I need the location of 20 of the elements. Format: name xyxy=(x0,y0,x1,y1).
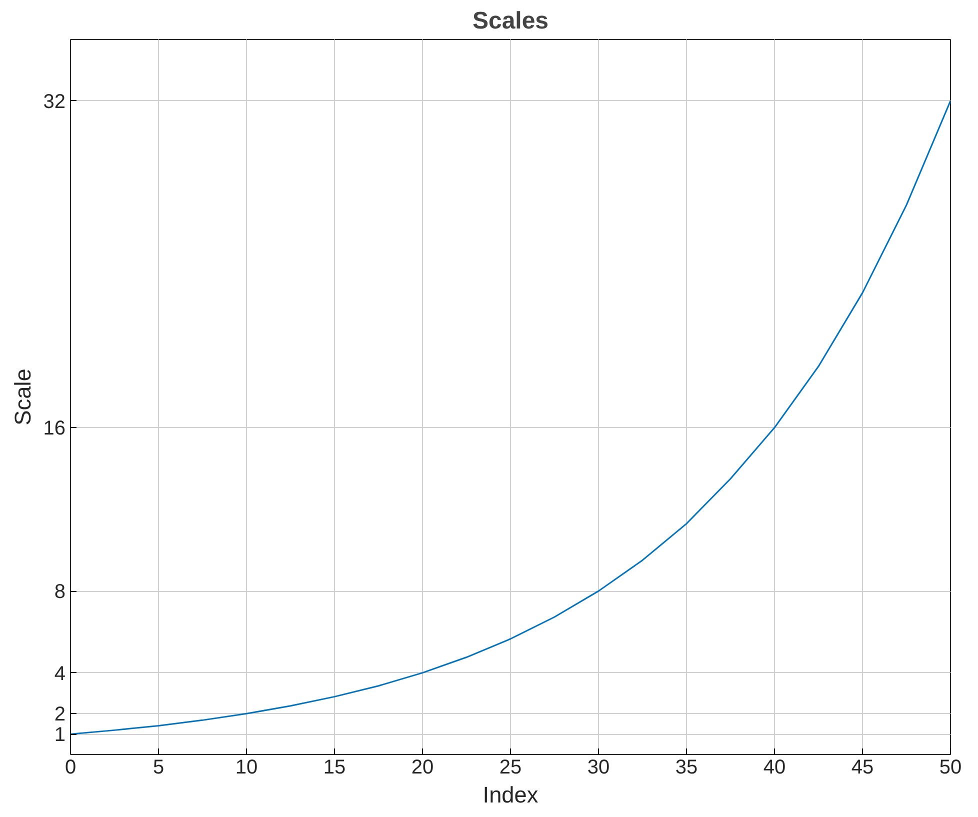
x-tick-label: 50 xyxy=(939,756,962,778)
x-tick-label: 45 xyxy=(851,756,874,778)
y-tick-label: 16 xyxy=(43,418,66,440)
x-tick-label: 35 xyxy=(675,756,698,778)
x-tick-label: 25 xyxy=(499,756,522,778)
y-tick-label: 4 xyxy=(54,662,66,685)
y-tick-label: 32 xyxy=(43,90,66,113)
x-tick-label: 20 xyxy=(411,756,434,778)
y-tick-label: 8 xyxy=(54,581,66,604)
x-tick-label: 10 xyxy=(235,756,258,778)
y-tick-label: 1 xyxy=(54,724,66,746)
x-tick-label: 5 xyxy=(152,756,164,778)
y-tick-label: 2 xyxy=(54,704,66,726)
x-tick-label: 0 xyxy=(64,756,76,778)
x-tick-label: 15 xyxy=(323,756,346,778)
x-tick-label: 30 xyxy=(587,756,610,778)
x-tick-label: 40 xyxy=(763,756,786,778)
x-axis-title: Index xyxy=(482,782,539,808)
y-axis-title: Scale xyxy=(9,368,36,426)
chart-title: Scales xyxy=(472,8,549,34)
